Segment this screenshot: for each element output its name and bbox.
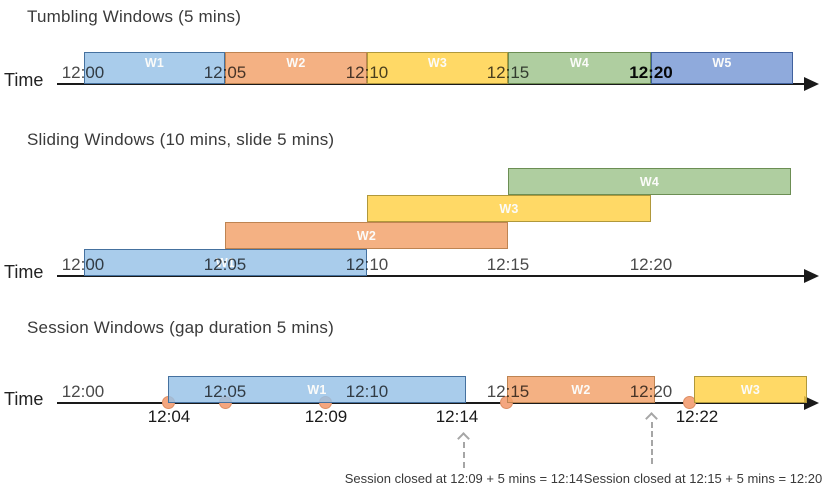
tumbling-title: Tumbling Windows (5 mins): [27, 7, 242, 26]
tumbling-tick-1200: 12:00: [61, 63, 105, 82]
tumbling-time-axis-label: Time: [4, 70, 44, 90]
sliding-tick-1210: 12:10: [345, 255, 389, 274]
dashed-arrow-stem-1: [463, 442, 465, 468]
session-close-annotation-2: Session closed at 12:15 + 5 mins = 12:20: [583, 471, 823, 486]
tumbling-tick-1210: 12:10: [345, 63, 389, 82]
session-tick-1215: 12:15: [486, 382, 530, 401]
dashed-arrow-stem-2: [651, 422, 653, 464]
sliding-tick-1220: 12:20: [629, 255, 673, 274]
event-label-1204: 12:04: [147, 407, 191, 426]
tumbling-tick-1205: 12:05: [203, 63, 247, 82]
sliding-w1-label: W1: [215, 255, 236, 270]
session-time-axis-label: Time: [4, 389, 44, 409]
tumbling-window-w5: W5: [651, 52, 793, 84]
event-label-1214: 12:14: [435, 407, 479, 426]
session-tick-1200: 12:00: [61, 382, 105, 401]
tumbling-w2-label: W2: [286, 56, 306, 70]
session-title: Session Windows (gap duration 5 mins): [27, 318, 334, 337]
tumbling-window-w1: W1: [84, 52, 225, 84]
session-axis-line: [57, 402, 807, 404]
session-tick-1205: 12:05: [203, 382, 247, 401]
sliding-tick-1200: 12:00: [61, 255, 105, 274]
tumbling-w4-label: W4: [569, 56, 590, 70]
event-label-1222: 12:22: [675, 407, 719, 426]
sliding-window-w3: W3: [367, 195, 651, 222]
session-tick-1220: 12:20: [629, 382, 673, 401]
sliding-window-w2: W2: [225, 222, 508, 249]
session-w3-label: W3: [740, 382, 761, 397]
tumbling-axis-arrow-icon: [804, 77, 819, 91]
event-label-1209: 12:09: [304, 407, 348, 426]
session-close-annotation-1: Session closed at 12:09 + 5 mins = 12:14: [344, 471, 584, 486]
sliding-w2-label: W2: [356, 228, 377, 243]
tumbling-w5-label: W5: [712, 56, 732, 70]
tumbling-window-w4: W4: [508, 52, 651, 84]
session-window-w1: W1: [168, 376, 466, 403]
sliding-window-w4: W4: [508, 168, 791, 195]
session-window-w2: W2: [507, 376, 655, 403]
sliding-tick-1215: 12:15: [486, 255, 530, 274]
sliding-window-w1: W1: [84, 249, 367, 276]
tumbling-tick-1220: 12:20: [629, 63, 673, 82]
session-window-w3: W3: [694, 376, 807, 403]
sliding-axis-arrow-icon: [804, 269, 819, 283]
session-axis-arrow-icon: [804, 396, 819, 410]
sliding-axis-line: [57, 275, 807, 277]
sliding-w4-label: W4: [639, 174, 660, 189]
tumbling-axis-line: [57, 83, 807, 85]
sliding-tick-1205: 12:05: [203, 255, 247, 274]
sliding-title: Sliding Windows (10 mins, slide 5 mins): [27, 130, 335, 149]
sliding-time-axis-label: Time: [4, 262, 44, 282]
tumbling-window-w2: W2: [225, 52, 367, 84]
tumbling-w1-label: W1: [144, 56, 165, 70]
session-tick-1210: 12:10: [345, 382, 389, 401]
tumbling-w3-label: W3: [427, 56, 448, 70]
tumbling-tick-1215: 12:15: [486, 63, 530, 82]
tumbling-window-w3: W3: [367, 52, 508, 84]
sliding-w3-label: W3: [499, 201, 519, 216]
session-w1-label: W1: [307, 382, 327, 397]
session-w2-label: W2: [571, 382, 591, 397]
